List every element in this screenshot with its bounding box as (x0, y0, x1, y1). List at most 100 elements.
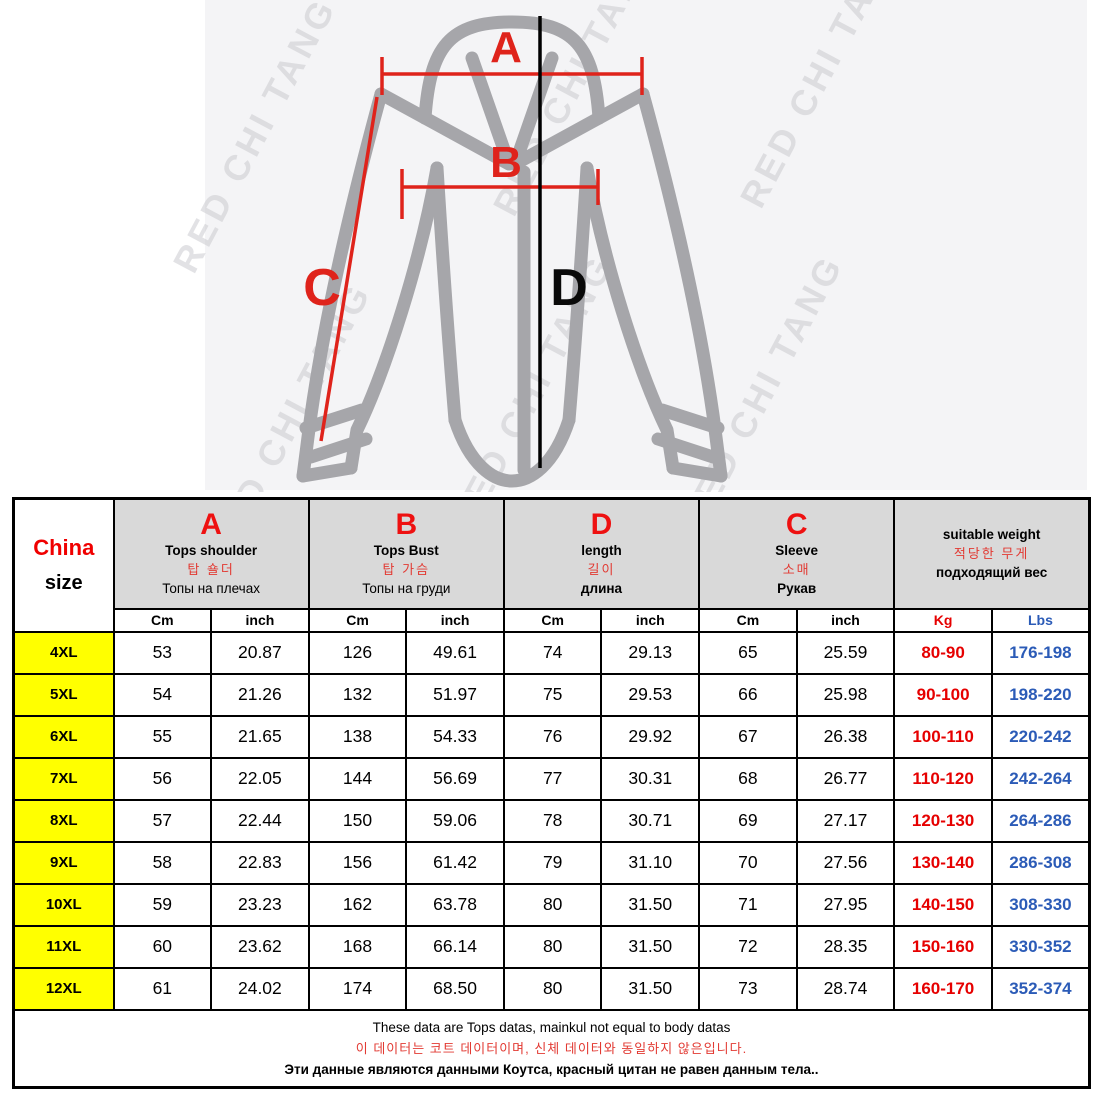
unit-cell-kg: Kg (893, 607, 993, 633)
measurement-value: 29.92 (600, 714, 701, 759)
measurement-value: 26.38 (795, 714, 896, 759)
size-rows: 4XL 53 20.87 126 49.61 74 29.13 65 25.59 80-90 176… (12, 630, 1091, 1011)
measurement-value: 30.71 (600, 798, 701, 843)
kg-value: 90-100 (893, 672, 993, 717)
header-kr: 탑 숄더 (187, 562, 235, 578)
measurement-value: 59.06 (405, 798, 505, 843)
measurement-value: 31.50 (600, 966, 701, 1011)
footer-note-ru: Эти данные являются данными Коутса, крас… (284, 1061, 819, 1077)
measurement-lines (319, 16, 644, 468)
lbs-value: 308-330 (990, 882, 1091, 927)
header-letter-d: D (590, 508, 613, 542)
size-label: 5XL (12, 672, 115, 717)
header-kr: 탑 가슴 (382, 562, 431, 578)
header-en: Tops shoulder (165, 543, 258, 559)
measurement-value: 78 (502, 798, 603, 843)
header-letter-a: A (200, 508, 222, 542)
measurement-value: 60 (112, 924, 213, 969)
shirt-body (296, 15, 728, 488)
lbs-value: 220-242 (990, 714, 1091, 759)
measurement-value: 132 (307, 672, 408, 717)
header-cell-length: D length 길이 длина (502, 497, 701, 610)
header-kr: 소매 (782, 562, 811, 578)
shirt-measurement-diagram: RED CHI TANG RED CHI TANG RED CHI TANG R… (0, 0, 1100, 492)
measurement-value: 156 (307, 840, 408, 885)
unit-cell-lbs: Lbs (990, 607, 1091, 633)
size-label: 8XL (12, 798, 115, 843)
measurement-value: 27.95 (795, 882, 896, 927)
lbs-value: 198-220 (990, 672, 1091, 717)
measurement-value: 25.98 (795, 672, 896, 717)
measurement-value: 27.17 (795, 798, 896, 843)
measurement-value: 22.83 (210, 840, 310, 885)
measurement-value: 21.26 (210, 672, 310, 717)
measurement-value: 56.69 (405, 756, 505, 801)
measurement-value: 79 (502, 840, 603, 885)
label-a: A (490, 23, 522, 72)
size-label: 10XL (12, 882, 115, 927)
measurement-value: 23.23 (210, 882, 310, 927)
header-letter-b: B (395, 508, 418, 542)
measurement-value: 28.35 (795, 924, 896, 969)
measurement-value: 73 (698, 966, 798, 1011)
header-cell-sleeve: C Sleeve 소매 Рукав (698, 497, 896, 610)
table-row: 8XL 57 22.44 150 59.06 78 30.71 69 27.17 120-130 2… (12, 798, 1091, 843)
measurement-value: 168 (307, 924, 408, 969)
corner-line-china: China (33, 535, 95, 561)
measurement-value: 77 (502, 756, 603, 801)
label-d: D (550, 259, 588, 317)
units-row: Cm inch Cm inch Cm inch Cm inch Kg Lbs (14, 607, 1091, 633)
header-letter-c: C (785, 508, 808, 542)
header-cell-weight: suitable weight 적당한 무게 подходящий вес (893, 497, 1091, 610)
unit-cell-inch: inch (405, 607, 505, 633)
header-ru: подходящий вес (936, 565, 1048, 581)
measure-line-a (380, 57, 644, 95)
measurement-value: 54 (112, 672, 213, 717)
measurement-value: 23.62 (210, 924, 310, 969)
table-row: 7XL 56 22.05 144 56.69 77 30.31 68 26.77 110-120 2… (12, 756, 1091, 801)
measurement-value: 80 (502, 966, 603, 1011)
kg-value: 150-160 (893, 924, 993, 969)
measurement-value: 25.59 (795, 630, 896, 675)
measurement-value: 138 (307, 714, 408, 759)
measurement-value: 27.56 (795, 840, 896, 885)
kg-value: 120-130 (893, 798, 993, 843)
measurement-value: 80 (502, 882, 603, 927)
measurement-value: 53 (112, 630, 213, 675)
header-en: Sleeve (775, 543, 819, 559)
unit-cell-cm: Cm (698, 607, 798, 633)
footer-note-kr: 이 데이터는 코트 데이터이며, 신체 데이터와 동일하지 않은입니다. (355, 1040, 748, 1056)
header-en: length (581, 543, 622, 559)
measurement-value: 54.33 (405, 714, 505, 759)
measurement-value: 61 (112, 966, 213, 1011)
measurement-value: 61.42 (405, 840, 505, 885)
measurement-value: 29.13 (600, 630, 701, 675)
measurement-value: 59 (112, 882, 213, 927)
unit-cell-cm: Cm (502, 607, 603, 633)
unit-cell-inch: inch (795, 607, 896, 633)
table-row: 6XL 55 21.65 138 54.33 76 29.92 67 26.38 100-110 2… (12, 714, 1091, 759)
size-label: 12XL (12, 966, 115, 1011)
measurement-value: 66 (698, 672, 798, 717)
unit-cell-cm: Cm (307, 607, 408, 633)
measurement-value: 21.65 (210, 714, 310, 759)
lbs-value: 330-352 (990, 924, 1091, 969)
header-ru: Рукав (777, 581, 817, 597)
header-cell-shoulder: A Tops shoulder 탑 숄더 Топы на плечах (112, 497, 310, 610)
header-cell-bust: B Tops Bust 탑 가슴 Топы на груди (307, 497, 505, 610)
header-ru: длина (580, 581, 623, 597)
measurement-value: 174 (307, 966, 408, 1011)
measurement-value: 49.61 (405, 630, 505, 675)
measurement-value: 68.50 (405, 966, 505, 1011)
size-label: 6XL (12, 714, 115, 759)
measurement-value: 31.50 (600, 882, 701, 927)
measurement-value: 67 (698, 714, 798, 759)
measurement-value: 72 (698, 924, 798, 969)
measurement-value: 28.74 (795, 966, 896, 1011)
measure-line-b (400, 169, 600, 219)
measurement-value: 68 (698, 756, 798, 801)
shirt-outline-drawing: A B C D (296, 15, 728, 488)
unit-cell-inch: inch (210, 607, 310, 633)
measurement-value: 74 (502, 630, 603, 675)
header-ru: Топы на груди (362, 581, 451, 597)
